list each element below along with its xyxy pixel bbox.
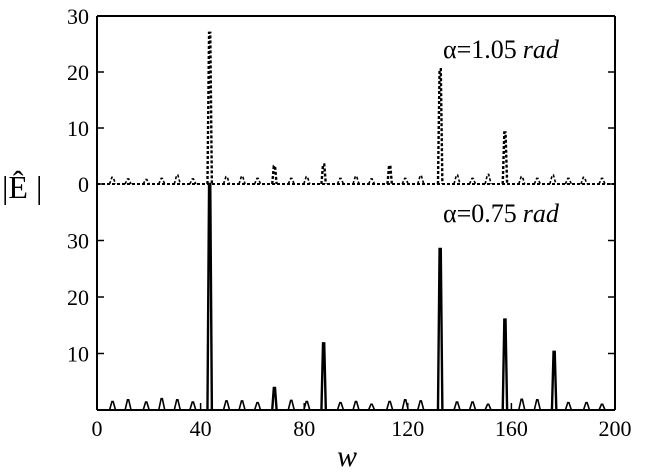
bottom-peak [352,400,360,411]
xtick-label: 200 [599,416,632,441]
bottom-peak [468,401,477,411]
top-ytick-label: 0 [78,172,89,197]
bottom-peak [436,247,444,411]
top-peak [124,178,132,185]
top-peak [352,175,360,185]
bottom-peak [533,399,542,411]
bottom-peak [287,399,296,411]
top-ytick-label: 10 [67,116,89,141]
bottom-ytick-label: 30 [67,229,89,254]
top-panel: 0 10 20 30 [67,4,615,197]
top-peak [416,174,425,185]
bottom-peak [303,400,311,411]
bottom-peak [517,398,526,411]
top-peak [206,31,214,185]
bottom-ytick-label: 10 [67,342,89,367]
top-peak [320,163,328,185]
bottom-peak [385,400,394,411]
top-peak [386,164,394,185]
bottom-peak [271,386,278,411]
top-peak [303,175,311,185]
bottom-peak [550,350,558,411]
top-peak [501,131,509,185]
bottom-peak [416,400,425,411]
top-peak [518,175,526,185]
top-peak [564,177,573,185]
y-axis-label: |Ê | [2,169,42,205]
top-annotation: α=1.05 rad [443,35,560,64]
bottom-peak [598,403,606,411]
bottom-peak [142,401,150,411]
bottom-panel: 10 20 30 [67,182,615,411]
top-peak [484,173,492,185]
top-peak [336,177,345,185]
x-axis-label: w [337,440,357,473]
bottom-peak [222,400,231,411]
xtick-label: 0 [92,416,103,441]
top-peak [453,174,461,185]
top-peak [367,178,376,185]
bottom-peak [108,400,117,411]
top-peak [549,174,557,185]
top-peak [287,177,295,185]
top-annotation-unit: rad [523,35,560,64]
bottom-annotation-unit: rad [523,199,560,228]
bottom-annotation: α=0.75 rad [443,199,560,228]
bottom-annotation-value: α=0.75 [443,199,517,228]
bottom-peak [484,403,492,411]
bottom-peak [453,401,461,411]
bottom-peak [189,401,197,411]
top-annotation-value: α=1.05 [443,35,517,64]
bottom-peak [564,401,573,411]
xtick-label: 80 [293,416,315,441]
top-peak [271,164,278,185]
top-peak [598,177,606,185]
xtick-label: 160 [495,416,528,441]
top-peak [533,177,542,185]
top-ytick-label: 30 [67,4,89,29]
top-peak [238,175,246,185]
x-ticks: 0 40 80 120 160 200 [92,403,632,441]
xtick-label: 120 [391,416,424,441]
bottom-peak [336,401,345,411]
top-peak [173,174,182,185]
bottom-peak [367,403,376,411]
xtick-label: 40 [190,416,212,441]
bottom-peak [501,318,509,411]
bottom-peak [157,397,166,411]
top-peak [108,176,117,185]
top-peak [468,177,477,185]
top-peak [253,177,262,185]
top-peak [401,177,409,185]
top-peak [189,178,197,185]
bottom-peak [320,342,328,411]
top-peak [222,175,231,185]
bottom-peak [253,401,262,411]
top-peak [158,177,166,185]
bottom-peak [124,399,132,411]
top-ytick-label: 20 [67,60,89,85]
top-peak [142,178,150,185]
bottom-peak [238,400,246,411]
top-peak [436,68,444,185]
bottom-peak [173,399,182,411]
top-peak [580,176,588,185]
bottom-peak [401,399,409,411]
bottom-ytick-label: 20 [67,285,89,310]
bottom-peak [582,401,591,411]
bottom-peak [206,182,214,411]
